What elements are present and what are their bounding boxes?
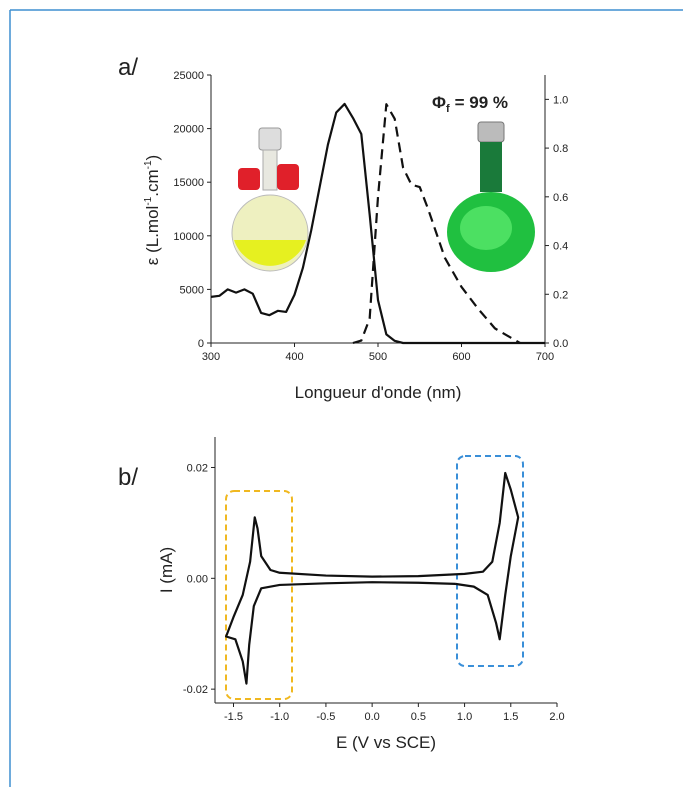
y-axis-label: I (mA) bbox=[157, 547, 176, 593]
x-tick-label: 300 bbox=[202, 351, 220, 363]
y2-tick-label: 0.0 bbox=[553, 338, 568, 350]
green-flask bbox=[447, 121, 535, 272]
annotation-symbol: Φ bbox=[432, 93, 446, 112]
x-tick-label: -0.5 bbox=[316, 711, 335, 723]
x-tick-label: 600 bbox=[452, 351, 470, 363]
y-tick-label: 0.02 bbox=[187, 462, 208, 474]
x-tick-label: 700 bbox=[536, 351, 554, 363]
y-label-part: ) bbox=[143, 155, 162, 161]
x-tick-label: 2.0 bbox=[549, 711, 564, 723]
y-axis-label: ε (L.mol-1.cm-1) bbox=[143, 155, 162, 265]
x-axis-label: Longueur d'onde (nm) bbox=[295, 383, 462, 402]
y-tick-label: 20000 bbox=[173, 124, 204, 136]
x-tick-label: 500 bbox=[369, 351, 387, 363]
panel-label: b/ bbox=[118, 464, 138, 491]
panel-label: a/ bbox=[118, 54, 138, 81]
y-tick-label: 15000 bbox=[173, 177, 204, 189]
y-tick-label: 5000 bbox=[180, 284, 204, 296]
y-tick-label: 10000 bbox=[173, 231, 204, 243]
y-tick-label: 25000 bbox=[173, 70, 204, 82]
y-label-part: .cm bbox=[143, 169, 162, 196]
y-label-sup: -1 bbox=[143, 196, 154, 205]
y2-tick-label: 0.2 bbox=[553, 289, 568, 301]
series-line bbox=[210, 102, 545, 345]
x-axis-label: E (V vs SCE) bbox=[336, 733, 436, 752]
x-tick-label: -1.5 bbox=[224, 711, 243, 723]
highlight-box bbox=[456, 455, 524, 667]
y-tick-label: -0.02 bbox=[183, 684, 208, 696]
x-tick-label: 1.5 bbox=[503, 711, 518, 723]
y-tick-label: 0 bbox=[198, 338, 204, 350]
y-label-part: I (mA) bbox=[157, 547, 176, 593]
annotation-subscript: f bbox=[446, 103, 450, 115]
y-tick-label: 0.00 bbox=[187, 573, 208, 585]
y2-tick-label: 0.4 bbox=[553, 241, 568, 253]
annotation: Φf = 99 % bbox=[432, 93, 508, 115]
highlight-box bbox=[225, 490, 293, 700]
yellow-flask bbox=[231, 127, 309, 272]
y2-tick-label: 1.0 bbox=[553, 94, 568, 106]
y-label-sup: -1 bbox=[143, 160, 154, 169]
y-label-part: ε (L.mol bbox=[143, 206, 162, 266]
series-line bbox=[224, 471, 520, 685]
y2-tick-label: 0.6 bbox=[553, 192, 568, 204]
x-tick-label: 400 bbox=[285, 351, 303, 363]
x-tick-label: 1.0 bbox=[457, 711, 472, 723]
y2-tick-label: 0.8 bbox=[553, 143, 568, 155]
series-line bbox=[352, 103, 521, 345]
x-tick-label: 0.0 bbox=[364, 711, 379, 723]
x-tick-label: -1.0 bbox=[270, 711, 289, 723]
x-tick-label: 0.5 bbox=[411, 711, 426, 723]
annotation-text: = 99 % bbox=[455, 93, 508, 112]
